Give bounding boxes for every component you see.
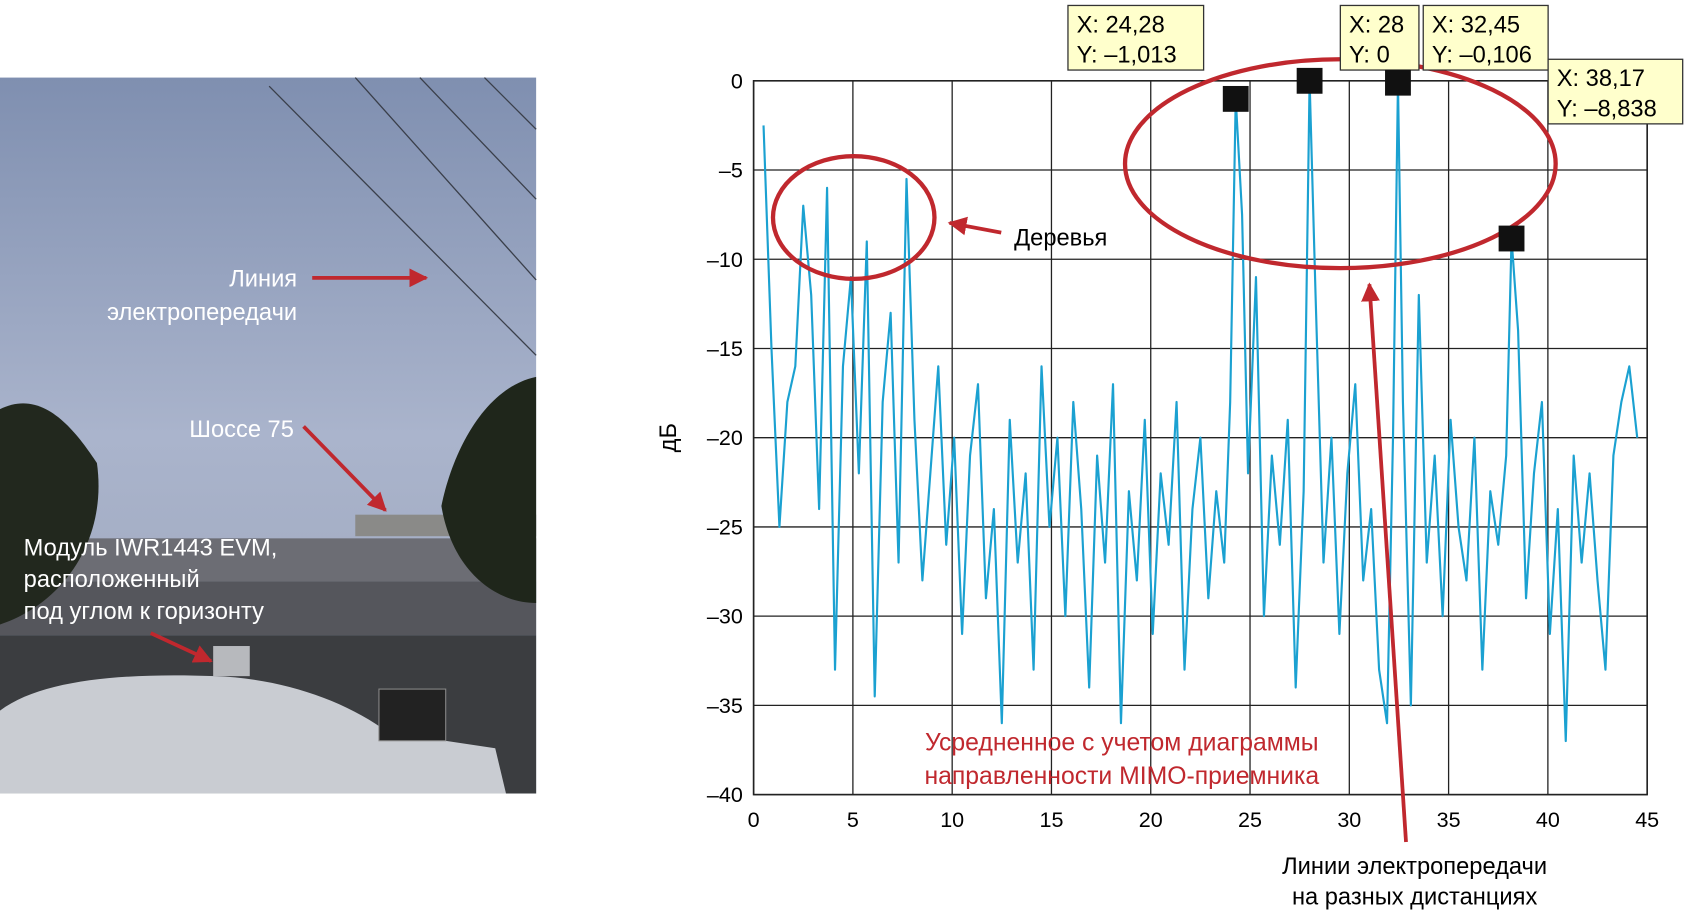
y-tick-label: –5 bbox=[719, 159, 743, 183]
x-tick-label: 25 bbox=[1238, 808, 1262, 832]
arrow bbox=[1361, 282, 1408, 843]
datatip-marker bbox=[1222, 85, 1249, 112]
x-tick-label: 45 bbox=[1635, 808, 1659, 832]
trees-label: Деревья bbox=[1014, 226, 1107, 252]
plot-frame bbox=[752, 80, 1648, 796]
datatip-x: X: 28 bbox=[1349, 12, 1404, 38]
x-tick-label: 30 bbox=[1337, 808, 1361, 832]
y-tick-label: –15 bbox=[707, 337, 743, 361]
datatip-box bbox=[1067, 4, 1205, 71]
y-tick-label: –25 bbox=[707, 515, 743, 539]
bridge-deck bbox=[0, 538, 537, 582]
car bbox=[0, 675, 506, 794]
datatip-box bbox=[1422, 4, 1549, 71]
ellipse bbox=[1122, 57, 1558, 271]
datatip-y: Y: –8,838 bbox=[1557, 96, 1657, 122]
averaged-label: Усредненное с учетом диаграммы bbox=[925, 729, 1319, 756]
module-label: расположенный bbox=[24, 567, 200, 593]
chart: 0–5–10–15–20–25–30–35–400 5 10 15 20 25 30 35 40… bbox=[656, 4, 1684, 910]
datatip-marker bbox=[1296, 67, 1323, 94]
datatip-x: X: 24,28 bbox=[1077, 12, 1165, 38]
datatip-y: Y: 0 bbox=[1349, 43, 1390, 69]
datatip-y: Y: –1,013 bbox=[1077, 43, 1177, 69]
y-tick-label: –35 bbox=[707, 694, 743, 718]
power-wires bbox=[268, 77, 537, 356]
photo-arrows bbox=[149, 268, 429, 663]
datatip-marker bbox=[1498, 225, 1525, 252]
datatip-box bbox=[1547, 58, 1684, 125]
arrow bbox=[947, 216, 1002, 236]
ellipse bbox=[770, 154, 937, 282]
datatip-marker bbox=[1385, 69, 1411, 96]
x-tick-label: 0 bbox=[748, 808, 760, 832]
y-tick-label: –30 bbox=[707, 605, 743, 629]
datatip-x: X: 32,45 bbox=[1432, 12, 1520, 38]
x-tick-label: 40 bbox=[1536, 808, 1560, 832]
power-line-label: Линия bbox=[229, 266, 297, 292]
datatip-x: X: 38,17 bbox=[1557, 66, 1645, 92]
tree-right bbox=[441, 376, 537, 603]
x-tick-label: 20 bbox=[1139, 808, 1163, 832]
series-line bbox=[762, 79, 1639, 743]
highway-label: Шоссе 75 bbox=[189, 417, 294, 443]
y-tick-label: –10 bbox=[707, 248, 743, 272]
averaged-label: направленности MIMO-приемника bbox=[924, 763, 1319, 790]
module-label: под углом к горизонту bbox=[24, 599, 264, 625]
tree-left bbox=[0, 403, 99, 625]
photo-labels: Линия электропередачи Шоссе 75 Модуль IW… bbox=[24, 266, 297, 625]
y-tick-label: –20 bbox=[707, 426, 743, 450]
datatip-box bbox=[1339, 4, 1420, 71]
arrows bbox=[947, 216, 1408, 843]
power-lines-label: на разных дистанциях bbox=[1292, 884, 1538, 910]
laptop bbox=[378, 688, 447, 742]
x-tick-label: 5 bbox=[847, 808, 859, 832]
x-tick-label: 35 bbox=[1437, 808, 1461, 832]
power-line-label: электропередачи bbox=[107, 300, 297, 326]
power-lines-label: Линии электропередачи bbox=[1282, 854, 1547, 880]
module-label: Модуль IWR1443 EVM, bbox=[24, 536, 278, 562]
wall bbox=[0, 581, 537, 636]
y-axis-label: дБ bbox=[656, 423, 682, 452]
x-tick-label: 10 bbox=[940, 808, 964, 832]
photo bbox=[0, 77, 537, 794]
y-tick-label: 0 bbox=[731, 69, 743, 93]
y-tick-label: –40 bbox=[707, 783, 743, 807]
x-tick-label: 15 bbox=[1039, 808, 1063, 832]
datatip-y: Y: –0,106 bbox=[1432, 43, 1532, 69]
module bbox=[213, 646, 250, 677]
